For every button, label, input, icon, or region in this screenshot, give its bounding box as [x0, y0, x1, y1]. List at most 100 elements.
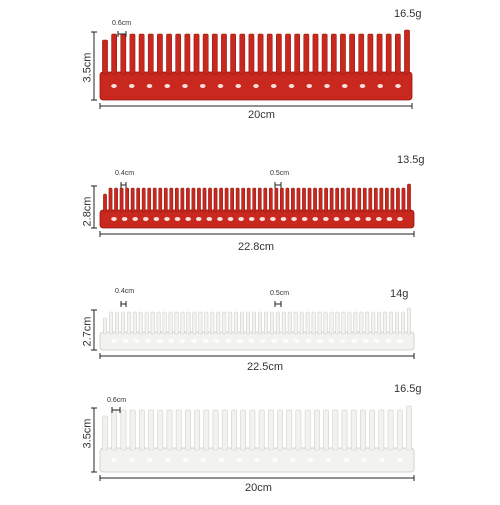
comb-tooth — [376, 33, 383, 75]
comb-3-height-label: 2.7cm — [81, 316, 94, 347]
comb-tooth — [349, 33, 355, 75]
comb-tooth — [208, 187, 212, 213]
comb-tooth — [269, 311, 274, 335]
comb-tooth — [213, 187, 218, 213]
comb-hole — [253, 84, 259, 88]
comb-tooth — [204, 311, 209, 335]
comb-tooth — [109, 311, 113, 335]
comb-3-tooth-spacing-label-right: 0.5cm — [270, 290, 290, 297]
comb-tooth — [147, 187, 152, 213]
comb-hole — [328, 339, 335, 343]
comb-tooth — [293, 311, 298, 335]
comb-tooth — [211, 33, 218, 75]
comb-4-weight-label: 16.5g — [394, 383, 422, 395]
comb-tooth — [318, 187, 323, 213]
comb-tooth — [246, 187, 251, 213]
comb-tooth — [335, 311, 340, 335]
comb-2-tooth-spacing-label-right: 0.5cm — [270, 170, 290, 177]
comb-4-height-label: 3.5cm — [81, 418, 94, 449]
comb-tooth — [198, 311, 203, 335]
comb-tooth — [351, 187, 356, 213]
comb-hole — [218, 458, 225, 462]
comb-hole — [195, 217, 202, 221]
comb-tooth — [203, 409, 210, 451]
comb-hole — [365, 217, 372, 221]
comb-tooth — [248, 33, 255, 75]
comb-hole — [227, 217, 234, 221]
comb-hole — [129, 458, 135, 462]
comb-tooth — [368, 187, 373, 213]
comb-tooth — [312, 33, 319, 75]
comb-tooth — [230, 33, 236, 75]
comb-tooth — [138, 409, 145, 451]
comb-hole — [111, 84, 117, 88]
comb-hole — [259, 339, 266, 343]
comb-tooth — [185, 409, 191, 451]
comb-tooth — [323, 311, 328, 335]
comb-tooth — [329, 187, 334, 213]
comb-tooth — [162, 311, 167, 335]
comb-tooth — [175, 33, 182, 75]
comb-3-tooth-spacing-label-left: 0.4cm — [115, 288, 135, 295]
comb-tooth — [136, 187, 141, 213]
comb-hole — [217, 84, 224, 88]
comb-tooth — [192, 311, 197, 335]
comb-2-weight-label: 13.5g — [397, 154, 425, 166]
comb-3-weight-label: 14g — [390, 288, 409, 300]
comb-tooth — [240, 311, 245, 335]
comb-1-weight-label: 16.5g — [394, 8, 422, 20]
comb-tooth — [108, 187, 113, 213]
comb-hole — [217, 217, 223, 221]
comb-hole — [164, 217, 170, 221]
comb-tooth — [252, 187, 257, 213]
comb-tooth — [369, 409, 376, 451]
comb-hole — [111, 217, 117, 221]
comb-hole — [323, 217, 329, 221]
comb-tooth — [340, 33, 346, 75]
comb-tooth — [304, 409, 311, 451]
comb-tooth — [390, 187, 395, 213]
comb-tooth — [341, 409, 348, 451]
comb-tooth — [373, 187, 378, 213]
comb-tooth — [102, 415, 108, 451]
comb-hole — [397, 339, 403, 343]
comb-tooth — [321, 33, 328, 75]
comb-tooth — [295, 409, 302, 451]
comb-tooth — [174, 311, 179, 335]
comb-tooth — [120, 409, 127, 451]
comb-hole — [376, 217, 382, 221]
comb-hole — [395, 84, 401, 88]
comb-tooth — [197, 187, 201, 213]
comb-4-length-label: 20cm — [245, 482, 272, 494]
comb-hole — [397, 458, 403, 462]
comb-tooth — [324, 187, 328, 213]
comb-4-tooth-spacing-label: 0.6cm — [107, 397, 127, 404]
comb-tooth — [263, 187, 268, 213]
comb-hole — [121, 217, 128, 221]
comb-hole — [225, 339, 232, 343]
comb-tooth — [202, 187, 207, 213]
comb-hole — [185, 217, 191, 221]
comb-tooth — [219, 187, 223, 213]
comb-tooth — [202, 33, 209, 75]
comb-tooth — [276, 33, 282, 75]
comb-3 — [91, 307, 415, 359]
comb-2-tooth-spacing-label-left: 0.4cm — [115, 170, 135, 177]
comb-hole — [214, 339, 220, 343]
comb-hole — [235, 84, 242, 88]
comb-tooth — [175, 187, 179, 213]
comb-tooth — [281, 311, 286, 335]
comb-hole — [164, 458, 171, 462]
comb-tooth — [347, 311, 352, 335]
comb-hole — [153, 217, 160, 221]
comb-tooth — [268, 187, 273, 213]
comb-tooth — [358, 33, 365, 75]
comb-tooth — [114, 187, 118, 213]
comb-tooth — [360, 409, 366, 451]
comb-hole — [351, 339, 358, 343]
comb-tooth — [184, 33, 191, 75]
comb-tooth — [147, 33, 154, 75]
comb-tooth — [150, 311, 155, 335]
comb-hole — [397, 217, 403, 221]
